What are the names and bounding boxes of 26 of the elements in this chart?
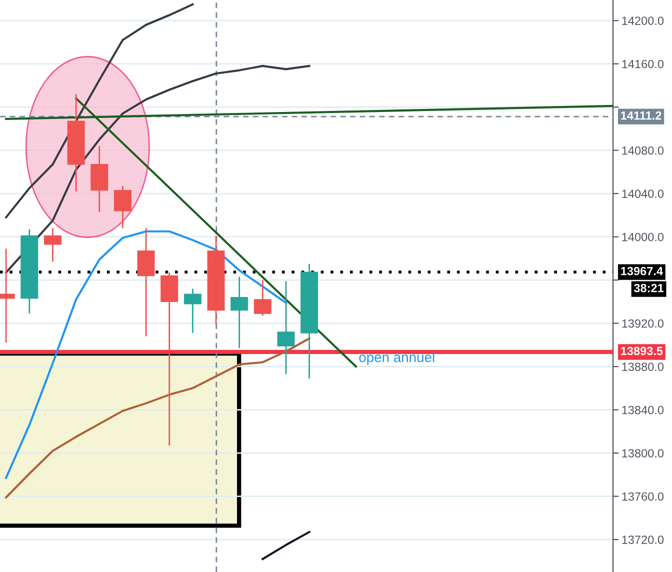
line-series xyxy=(5,64,310,274)
y-tick-label: 14080.0 xyxy=(622,146,664,155)
candlestick xyxy=(184,288,202,334)
ref-line-label: open annuel xyxy=(359,352,434,365)
y-tick-label: 14040.0 xyxy=(622,190,664,198)
y-tick-label: 14000.0 xyxy=(622,232,664,242)
y-tick-label: 14160.0 xyxy=(622,60,664,68)
text: 38:21 xyxy=(634,284,664,292)
y-tick-label: 13840.0 xyxy=(622,406,664,414)
y-tick-label: 14200.0 xyxy=(622,16,664,25)
candlestick xyxy=(44,227,62,262)
y-tick-label: 13720.0 xyxy=(622,536,664,544)
line-series xyxy=(5,337,310,498)
y-tick-label: 13920.0 xyxy=(622,319,664,328)
text: 13967.4 xyxy=(621,266,663,276)
y-tick-label: 13760.0 xyxy=(622,492,664,501)
y-tick-label: 13800.0 xyxy=(622,449,664,458)
line-series xyxy=(5,230,288,479)
candlestick xyxy=(277,280,295,375)
y-tick-label: 13880.0 xyxy=(622,362,664,371)
text: 14111.2 xyxy=(621,111,662,120)
candlestick xyxy=(230,276,248,349)
candlestick xyxy=(254,279,272,316)
text: 13893.5 xyxy=(621,346,663,356)
candlestick xyxy=(114,185,132,229)
line-series xyxy=(5,3,194,218)
